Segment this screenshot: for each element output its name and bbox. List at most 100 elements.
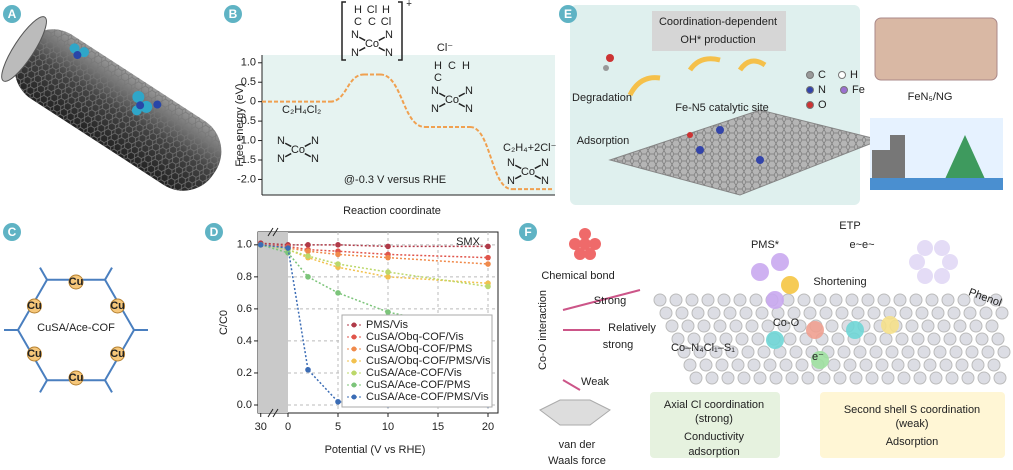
atom-substrate: C [354, 16, 362, 28]
panel-label: D [210, 225, 219, 239]
legend-marker [351, 370, 357, 376]
bond [378, 46, 386, 52]
phenol-atom [934, 268, 950, 284]
lattice-atom [723, 306, 737, 320]
x-tick-label: 30 [255, 421, 267, 433]
x-axis-label: Reaction coordinate [343, 205, 441, 217]
cu-site [110, 346, 126, 362]
lattice-atom [675, 306, 689, 320]
atom-key [838, 71, 846, 79]
data-point [305, 248, 311, 255]
atom-ligand: N [541, 157, 549, 169]
atom-ligand: N [507, 175, 515, 187]
panel-f-text: adsorption [688, 446, 739, 458]
lattice-atom [881, 371, 895, 385]
bond-cube [579, 228, 591, 240]
annotation: Cl⁻ [437, 42, 453, 54]
x-axis-label: Potential (V vs RHE) [325, 444, 426, 456]
lattice-atom [927, 332, 941, 346]
atom-substrate: H [462, 60, 470, 72]
lattice-atom [915, 306, 929, 320]
atom-key [840, 86, 848, 94]
panel-label: F [524, 225, 531, 239]
bond [284, 152, 292, 158]
lattice-atom [945, 371, 959, 385]
lattice-atom [769, 371, 783, 385]
data-point [305, 274, 311, 280]
lattice-atom [837, 345, 851, 359]
panel-f-text: ETP [839, 220, 860, 232]
phenol-atom [942, 254, 958, 270]
series-line [260, 244, 489, 288]
data-point [285, 250, 291, 256]
lattice-atom [763, 358, 777, 372]
lattice-atom [835, 306, 849, 320]
lattice-atom [877, 293, 891, 307]
x-tick-label: 20 [482, 421, 494, 433]
data-point [335, 261, 341, 267]
lattice-atom [971, 358, 985, 372]
legend-marker [351, 382, 357, 388]
panel-f-text: e~e~ [849, 239, 874, 251]
lattice-atom [869, 345, 883, 359]
lattice-atom [845, 293, 859, 307]
data-point [385, 243, 391, 250]
lattice-atom [803, 306, 817, 320]
bond [304, 142, 312, 148]
lattice-atom [785, 371, 799, 385]
panel-f-text: (weak) [895, 418, 928, 430]
lattice-atom [969, 319, 983, 333]
model-atom [781, 276, 799, 294]
legend-label: PMS/Vis [366, 319, 408, 331]
lattice-atom [725, 345, 739, 359]
lattice-atom [965, 345, 979, 359]
lattice-atom [677, 345, 691, 359]
lattice-atom [911, 332, 925, 346]
legend-marker [351, 334, 357, 340]
branch-arrows [562, 289, 641, 391]
x-tick-label: 15 [432, 421, 444, 433]
panel-f-text: van der [559, 439, 596, 451]
y-tick-label: 0.5 [241, 76, 256, 88]
lattice-atom [761, 319, 775, 333]
cof-arm [104, 379, 113, 393]
panel-f-text: Conductivity [684, 431, 744, 443]
panel-f-text: Co–N₄Cl₁–S₁ [671, 342, 735, 354]
data-point [485, 254, 491, 261]
panel-f-text: (strong) [695, 413, 733, 425]
model-atom [811, 351, 829, 369]
model-atom [846, 321, 864, 339]
lattice-atom [917, 345, 931, 359]
cof-title: CuSA/Ace-COF [37, 322, 115, 334]
panel-e-text: FeN₅/NG [908, 91, 953, 103]
bond [458, 102, 466, 108]
atom-ligand: N [277, 153, 285, 165]
y-tick-label: 1.0 [241, 57, 256, 69]
data-point [257, 242, 264, 248]
lattice-atom [819, 306, 833, 320]
y-tick-label: -1.5 [237, 154, 256, 166]
lattice-atom [681, 319, 695, 333]
lattice-atom [981, 345, 995, 359]
legend-box [341, 314, 493, 408]
axis-break [267, 227, 279, 418]
lattice-atom [901, 345, 915, 359]
lattice-atom [853, 345, 867, 359]
panel-e-text: OH* production [680, 34, 755, 46]
atom-ligand: N [277, 135, 285, 147]
lattice-atom [941, 293, 955, 307]
atom-substrate: H [382, 4, 390, 16]
legend-marker [351, 346, 357, 352]
legend-label: CuSA/Ace-COF/PMS [366, 379, 471, 391]
panel-label: E [564, 7, 572, 21]
lattice-atom [923, 358, 937, 372]
atom-key-label: C [818, 69, 826, 81]
lattice-atom [973, 293, 987, 307]
series-line [260, 244, 489, 265]
lattice-atom [817, 371, 831, 385]
panel-badge [519, 223, 537, 241]
atom-key-label: H [850, 69, 858, 81]
lattice-atom [899, 306, 913, 320]
lattice-atom [749, 293, 763, 307]
